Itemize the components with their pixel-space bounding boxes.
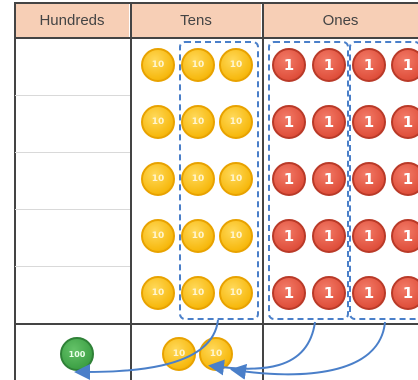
one-counter-label: 1 xyxy=(363,56,375,74)
one-counter: 1 xyxy=(312,276,346,310)
ones-group-box-2 xyxy=(349,41,418,320)
one-counter: 1 xyxy=(312,105,346,139)
result-ten-counter: 10 xyxy=(199,337,233,371)
left-border xyxy=(14,2,16,380)
row-separator xyxy=(15,95,130,96)
ten-counter: 10 xyxy=(181,219,215,253)
result-ten-counter-label: 10 xyxy=(172,349,186,359)
ones-group-box-1 xyxy=(268,41,349,320)
one-counter: 1 xyxy=(272,162,306,196)
ten-counter-label: 10 xyxy=(191,231,205,241)
ten-counter: 10 xyxy=(219,105,253,139)
one-counter-label: 1 xyxy=(283,170,295,188)
ten-counter: 10 xyxy=(141,48,175,82)
one-counter: 1 xyxy=(352,48,386,82)
hundred-counter-label: 100 xyxy=(68,349,86,359)
header-ones-label: Ones xyxy=(322,11,359,29)
one-counter: 1 xyxy=(312,219,346,253)
ten-counter: 10 xyxy=(219,219,253,253)
one-counter: 1 xyxy=(391,48,418,82)
one-counter: 1 xyxy=(352,105,386,139)
one-counter: 1 xyxy=(391,219,418,253)
one-counter-label: 1 xyxy=(402,170,414,188)
tens-group-box xyxy=(179,41,259,320)
header-ones: Ones xyxy=(263,3,418,37)
result-ten-counter-label: 10 xyxy=(209,349,223,359)
one-counter-label: 1 xyxy=(323,113,335,131)
ten-counter: 10 xyxy=(181,276,215,310)
one-counter: 1 xyxy=(352,162,386,196)
one-counter-label: 1 xyxy=(402,284,414,302)
ten-counter-label: 10 xyxy=(191,288,205,298)
one-counter: 1 xyxy=(312,162,346,196)
one-counter-label: 1 xyxy=(323,56,335,74)
ten-counter: 10 xyxy=(219,48,253,82)
ten-counter: 10 xyxy=(141,105,175,139)
ten-counter-label: 10 xyxy=(151,288,165,298)
one-counter-label: 1 xyxy=(323,227,335,245)
row-separator xyxy=(15,209,130,210)
one-counter-label: 1 xyxy=(363,284,375,302)
one-counter: 1 xyxy=(352,276,386,310)
ten-counter: 10 xyxy=(181,105,215,139)
one-counter: 1 xyxy=(391,276,418,310)
one-counter: 1 xyxy=(272,219,306,253)
hundred-counter: 100 xyxy=(60,337,94,371)
one-counter-label: 1 xyxy=(283,227,295,245)
header-bottom-border xyxy=(14,37,418,39)
one-counter: 1 xyxy=(391,162,418,196)
ten-counter-label: 10 xyxy=(191,174,205,184)
one-counter-label: 1 xyxy=(402,56,414,74)
ten-counter-label: 10 xyxy=(229,174,243,184)
header-tens-label: Tens xyxy=(180,11,212,29)
ten-counter-label: 10 xyxy=(151,231,165,241)
row-separator xyxy=(15,152,130,153)
arrow-tens-to-hundreds xyxy=(74,319,219,380)
ten-counter-label: 10 xyxy=(191,117,205,127)
ten-counter-label: 10 xyxy=(151,60,165,70)
one-counter: 1 xyxy=(352,219,386,253)
one-counter: 1 xyxy=(272,48,306,82)
top-border xyxy=(14,2,418,4)
ten-counter: 10 xyxy=(141,276,175,310)
one-counter-label: 1 xyxy=(323,170,335,188)
ten-counter-label: 10 xyxy=(191,60,205,70)
divider-hundreds-tens xyxy=(130,2,132,380)
one-counter-label: 1 xyxy=(363,227,375,245)
ten-counter-label: 10 xyxy=(229,60,243,70)
one-counter-label: 1 xyxy=(283,56,295,74)
one-counter-label: 1 xyxy=(283,113,295,131)
one-counter-label: 1 xyxy=(402,113,414,131)
ten-counter-label: 10 xyxy=(151,174,165,184)
one-counter: 1 xyxy=(272,276,306,310)
header-tens: Tens xyxy=(131,3,261,37)
one-counter-label: 1 xyxy=(323,284,335,302)
one-counter-label: 1 xyxy=(363,113,375,131)
one-counter: 1 xyxy=(272,105,306,139)
header-hundreds-label: Hundreds xyxy=(39,11,105,29)
one-counter-label: 1 xyxy=(363,170,375,188)
header-hundreds: Hundreds xyxy=(15,3,129,37)
ten-counter: 10 xyxy=(141,162,175,196)
divider-tens-ones xyxy=(262,2,264,380)
ten-counter: 10 xyxy=(181,48,215,82)
ten-counter-label: 10 xyxy=(229,231,243,241)
ten-counter: 10 xyxy=(219,162,253,196)
ten-counter-label: 10 xyxy=(229,117,243,127)
one-counter-label: 1 xyxy=(402,227,414,245)
result-row-border xyxy=(14,323,418,325)
ten-counter: 10 xyxy=(181,162,215,196)
result-ten-counter: 10 xyxy=(162,337,196,371)
ten-counter-label: 10 xyxy=(151,117,165,127)
one-counter-label: 1 xyxy=(283,284,295,302)
ten-counter: 10 xyxy=(219,276,253,310)
row-separator xyxy=(15,266,130,267)
arrow-ones-to-tens-2 xyxy=(230,321,386,380)
one-counter: 1 xyxy=(391,105,418,139)
one-counter: 1 xyxy=(312,48,346,82)
ten-counter-label: 10 xyxy=(229,288,243,298)
ten-counter: 10 xyxy=(141,219,175,253)
